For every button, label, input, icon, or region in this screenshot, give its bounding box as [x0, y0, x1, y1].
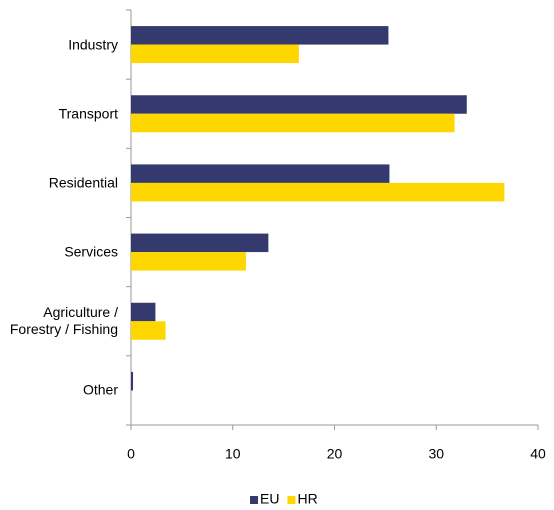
legend-swatch	[287, 496, 296, 504]
y-tick-label: Other	[82, 381, 118, 398]
bar	[131, 44, 299, 64]
y-tick-label: Services	[64, 243, 118, 260]
y-tick-label: Residential	[48, 174, 118, 191]
x-tick-label: 10	[225, 446, 241, 462]
bar	[131, 252, 246, 271]
bar	[131, 182, 505, 202]
bar	[131, 371, 134, 391]
bar	[131, 164, 390, 183]
y-tick-label: Agriculture / Forestry / Fishing	[9, 304, 118, 338]
x-tick-label: 0	[127, 446, 135, 462]
x-tick-label: 30	[428, 446, 444, 462]
x-tick-label: 20	[327, 446, 343, 462]
bar	[131, 233, 269, 253]
legend-label: EU	[260, 491, 279, 507]
bar	[131, 26, 389, 45]
legend-swatch	[250, 496, 258, 504]
bar	[131, 321, 166, 340]
x-tick-label: 40	[530, 446, 546, 462]
bar	[131, 302, 156, 322]
bar	[131, 113, 455, 133]
y-tick-label: Transport	[58, 105, 118, 122]
bar	[131, 95, 467, 114]
legend-label: HR	[297, 491, 317, 507]
y-tick-label: Industry	[68, 36, 118, 53]
